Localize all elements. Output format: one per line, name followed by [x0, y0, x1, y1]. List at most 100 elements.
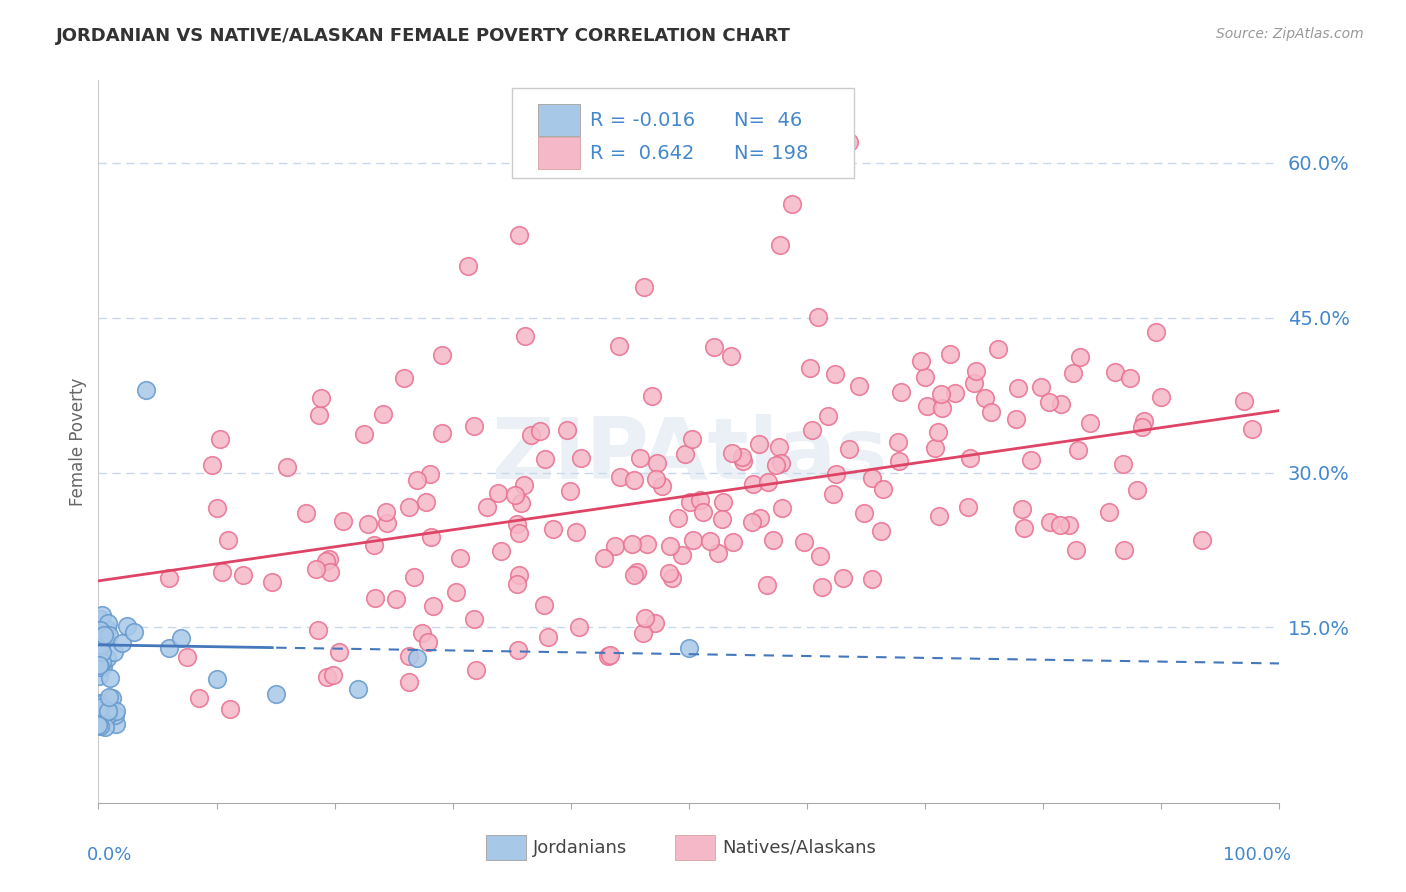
Point: [87, 718, 110, 732]
Point: [770, 501, 793, 516]
Point: [157, 571, 180, 585]
Point: [508, 228, 530, 243]
Point: [508, 568, 530, 582]
Point: [890, 385, 912, 400]
Point: [96, 651, 118, 665]
Point: [404, 570, 426, 584]
Point: [931, 401, 953, 415]
Point: [90, 625, 112, 640]
Point: [564, 524, 586, 539]
Point: [769, 238, 792, 252]
Point: [887, 454, 910, 468]
Point: [1062, 366, 1084, 380]
Point: [89, 719, 111, 733]
Point: [1144, 325, 1167, 339]
Point: [692, 505, 714, 519]
Point: [1064, 542, 1087, 557]
Point: [318, 552, 340, 566]
Point: [491, 543, 513, 558]
Point: [315, 554, 337, 568]
Point: [96, 622, 118, 636]
Point: [260, 574, 283, 589]
Point: [157, 640, 180, 655]
Point: [87, 658, 110, 673]
Point: [872, 482, 894, 496]
Point: [115, 619, 138, 633]
Point: [770, 457, 793, 471]
Point: [800, 423, 823, 437]
Point: [1104, 365, 1126, 379]
Point: [699, 534, 721, 549]
Point: [101, 691, 124, 706]
FancyBboxPatch shape: [512, 87, 855, 178]
Point: [1240, 422, 1263, 436]
Text: Jordanians: Jordanians: [533, 838, 627, 856]
Text: 100.0%: 100.0%: [1223, 847, 1291, 864]
Point: [264, 687, 287, 701]
Point: [122, 625, 145, 640]
Point: [1038, 395, 1060, 409]
Point: [1098, 505, 1121, 519]
Point: [621, 537, 644, 551]
Point: [689, 493, 711, 508]
Point: [924, 441, 946, 455]
Point: [838, 442, 860, 456]
Point: [332, 515, 354, 529]
Point: [373, 407, 395, 421]
Point: [308, 408, 330, 422]
Text: Natives/Alaskans: Natives/Alaskans: [723, 838, 876, 856]
Point: [104, 708, 127, 723]
Point: [90, 638, 112, 652]
Point: [703, 340, 725, 354]
Point: [87, 668, 110, 682]
Point: [405, 474, 427, 488]
Point: [392, 371, 415, 385]
Point: [477, 500, 499, 514]
Point: [520, 428, 543, 442]
Point: [90, 700, 112, 714]
Point: [1233, 394, 1256, 409]
Point: [956, 500, 979, 515]
Point: [89, 660, 111, 674]
Point: [628, 450, 651, 465]
Point: [558, 483, 581, 498]
Point: [870, 524, 893, 538]
Point: [623, 473, 645, 487]
FancyBboxPatch shape: [675, 835, 714, 860]
Text: ZIPAtlas: ZIPAtlas: [491, 415, 887, 498]
Point: [1133, 414, 1156, 428]
Point: [449, 551, 471, 566]
Point: [316, 669, 339, 683]
Point: [506, 576, 529, 591]
Point: [506, 643, 529, 657]
Text: JORDANIAN VS NATIVE/ALASKAN FEMALE POVERTY CORRELATION CHART: JORDANIAN VS NATIVE/ALASKAN FEMALE POVER…: [56, 27, 792, 45]
Point: [1119, 370, 1142, 384]
Point: [217, 533, 239, 547]
Point: [914, 370, 936, 384]
Point: [793, 535, 815, 549]
Point: [89, 624, 111, 638]
Point: [644, 615, 666, 630]
Point: [824, 367, 846, 381]
Point: [98, 671, 121, 685]
Point: [375, 516, 398, 530]
Y-axis label: Female Poverty: Female Poverty: [69, 377, 87, 506]
Point: [682, 533, 704, 547]
Point: [87, 703, 110, 717]
Point: [741, 515, 763, 529]
Point: [733, 453, 755, 467]
Point: [651, 479, 673, 493]
Point: [91, 607, 114, 622]
Point: [419, 467, 441, 481]
Point: [599, 648, 621, 662]
Point: [444, 584, 467, 599]
Point: [1049, 518, 1071, 533]
Point: [623, 567, 645, 582]
Point: [886, 435, 908, 450]
Point: [645, 472, 668, 486]
Point: [731, 450, 754, 464]
Point: [658, 566, 681, 580]
Point: [96, 703, 118, 717]
Point: [94, 631, 117, 645]
Point: [666, 511, 689, 525]
